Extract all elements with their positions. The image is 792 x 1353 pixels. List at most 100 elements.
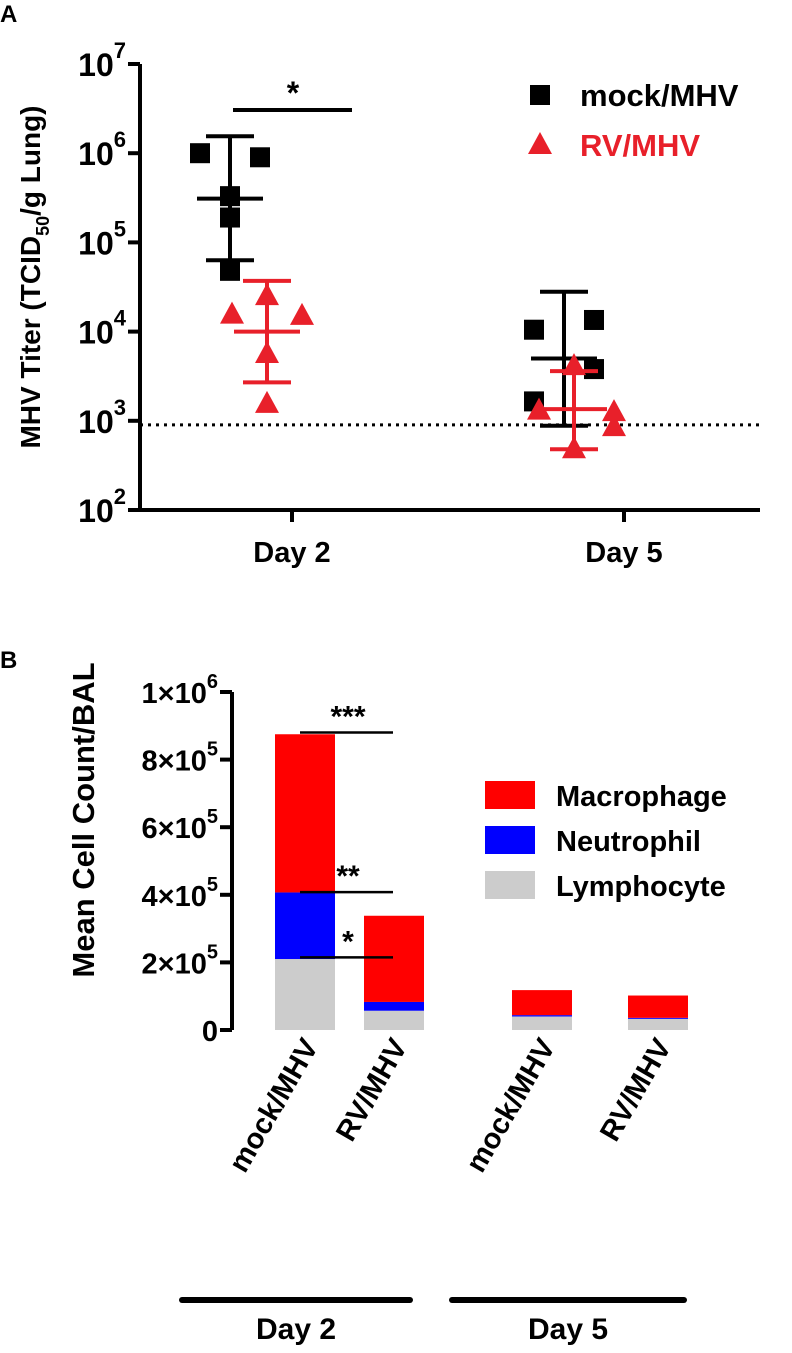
legend-item: Neutrophil <box>485 826 701 858</box>
y-tick-base: 8×10 <box>142 746 207 778</box>
significance-label: * <box>287 75 300 111</box>
data-point <box>584 359 604 380</box>
y-tick-base: 2×10 <box>142 948 207 980</box>
y-tick-exponent: 4 <box>114 306 127 331</box>
y-tick-base: 10 <box>78 315 114 351</box>
data-point <box>527 397 551 420</box>
legend-marker <box>530 85 550 105</box>
panel-b-x-tick-label: RV/MHV <box>330 1033 414 1147</box>
legend-label: Neutrophil <box>556 826 701 858</box>
panel-a: A MHV Titer (TCID50/g Lung) 102103104105… <box>0 1 760 569</box>
bar-segment-macrophage <box>364 915 424 1002</box>
data-point <box>562 353 586 376</box>
panel-b-y-tick-label: 8×105 <box>142 739 218 778</box>
y-tick-exponent: 5 <box>207 941 218 963</box>
panel-b-y-tick-label: 6×105 <box>142 806 218 845</box>
panel-a-y-tick-label: 105 <box>78 216 126 261</box>
panel-a-x-tick-label: Day 5 <box>585 537 662 569</box>
bar-segment-lymphocyte <box>512 1016 572 1030</box>
bar-segment-neutrophil <box>628 1017 688 1019</box>
legend-marker <box>528 132 552 154</box>
stacked-bar <box>364 915 424 1030</box>
bar-segment-macrophage <box>275 734 335 893</box>
y-tick-exponent: 2 <box>114 484 126 509</box>
legend-item: RV/MHV <box>528 128 700 163</box>
significance-label: *** <box>330 701 365 734</box>
panel-a-y-tick-label: 107 <box>78 38 126 83</box>
panel-a-x-tick-label: Day 2 <box>253 537 330 569</box>
y-tick-exponent: 5 <box>207 806 218 828</box>
y-tick-exponent: 5 <box>207 874 218 896</box>
data-point <box>255 341 279 364</box>
legend-label: RV/MHV <box>580 128 700 163</box>
legend-item: Macrophage <box>485 781 727 813</box>
data-point <box>250 147 270 168</box>
legend-swatch <box>485 826 535 854</box>
bar-segment-lymphocyte <box>628 1018 688 1030</box>
bar-segment-neutrophil <box>275 892 335 960</box>
panel-b-y-tick-label: 0 <box>202 1016 218 1048</box>
data-point <box>190 143 210 164</box>
legend-swatch <box>485 871 535 899</box>
y-tick-base: 10 <box>78 404 114 440</box>
y-tick-exponent: 5 <box>114 216 126 241</box>
y-tick-base: 1×10 <box>142 678 207 710</box>
legend-swatch <box>485 781 535 809</box>
bar-segment-lymphocyte <box>364 1010 424 1030</box>
data-point <box>524 319 544 340</box>
panel-a-y-tick-label: 104 <box>78 306 127 351</box>
stacked-bar <box>628 995 688 1030</box>
y-tick-exponent: 6 <box>207 671 218 693</box>
panel-b-x-tick-label: RV/MHV <box>594 1033 678 1147</box>
legend-item: Lymphocyte <box>485 871 726 903</box>
legend-label: Macrophage <box>556 781 727 813</box>
data-point <box>255 390 279 413</box>
data-point <box>290 302 314 325</box>
legend-label: Lymphocyte <box>556 871 726 903</box>
bar-segment-macrophage <box>628 995 688 1018</box>
panel-b-y-tick-label: 1×106 <box>142 671 218 710</box>
y-tick-exponent: 7 <box>114 38 126 63</box>
panel-b-y-tick-label: 2×105 <box>142 941 218 980</box>
data-point <box>220 260 240 281</box>
panel-a-y-tick-label: 103 <box>78 395 126 440</box>
y-tick-base: 6×10 <box>142 813 207 845</box>
data-point <box>602 414 626 437</box>
y-tick-base: 10 <box>78 225 114 261</box>
panel-b-label: B <box>0 647 17 674</box>
y-tick-exponent: 5 <box>207 739 218 761</box>
panel-b-y-tick-label: 4×105 <box>142 874 218 913</box>
bar-segment-neutrophil <box>364 1001 424 1011</box>
legend-item: mock/MHV <box>530 78 739 113</box>
significance-label: ** <box>336 860 360 893</box>
data-point <box>255 283 279 306</box>
stacked-bar <box>512 990 572 1030</box>
y-tick-exponent: 6 <box>114 127 126 152</box>
significance-label: * <box>342 925 354 958</box>
panel-b-x-tick-label: mock/MHV <box>460 1033 562 1178</box>
group-label: Day 2 <box>256 1313 336 1346</box>
y-tick-base: 4×10 <box>142 881 207 913</box>
y-tick-base: 10 <box>78 47 114 83</box>
bar-segment-neutrophil <box>512 1015 572 1017</box>
y-tick-base: 10 <box>78 493 114 529</box>
data-point <box>584 309 604 330</box>
data-point <box>220 186 240 207</box>
data-point <box>562 436 586 459</box>
legend-label: mock/MHV <box>580 78 739 113</box>
data-point <box>602 399 626 422</box>
stacked-bar <box>275 734 335 1030</box>
panel-a-y-axis-label: MHV Titer (TCID50/g Lung) <box>15 105 53 448</box>
panel-a-y-tick-label: 106 <box>78 127 126 172</box>
group-label: Day 5 <box>528 1313 608 1346</box>
series-rv-mhv <box>220 278 626 459</box>
data-point <box>220 301 244 324</box>
panel-b-x-tick-label: mock/MHV <box>223 1033 325 1178</box>
bar-segment-macrophage <box>512 990 572 1016</box>
y-tick-base: 10 <box>78 136 114 172</box>
y-tick-exponent: 3 <box>114 395 126 420</box>
panel-b: B Mean Cell Count/BAL 02×1054×1056×1058×… <box>0 647 727 1346</box>
series-mock-mhv <box>190 134 604 428</box>
panel-b-y-axis-label: Mean Cell Count/BAL <box>66 662 101 977</box>
